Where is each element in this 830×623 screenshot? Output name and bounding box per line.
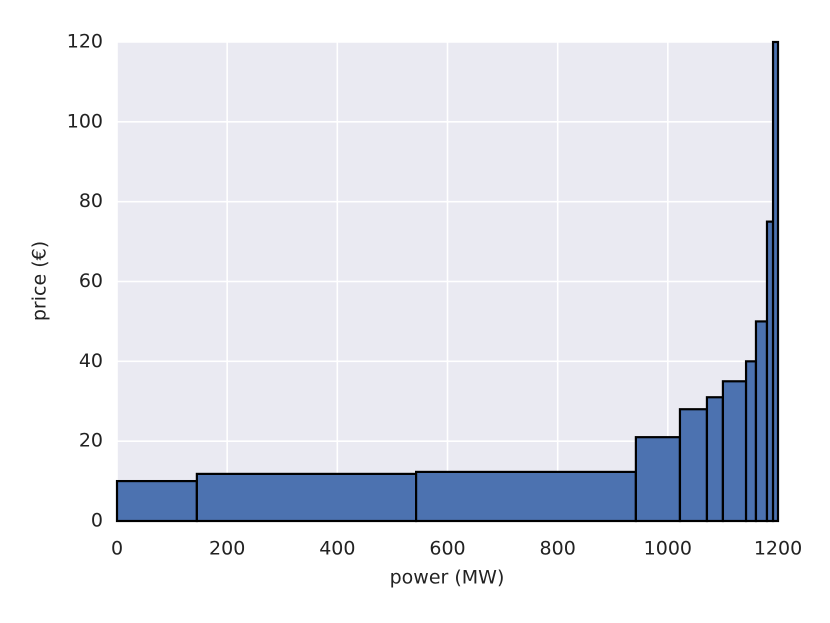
y-tick-label: 60 xyxy=(79,270,103,292)
bar xyxy=(721,380,748,523)
x-tick-label: 200 xyxy=(209,538,245,560)
x-tick-label: 1200 xyxy=(754,538,802,560)
x-tick-label: 0 xyxy=(111,538,123,560)
y-tick-label: 40 xyxy=(79,350,103,372)
bar xyxy=(744,360,758,523)
bar xyxy=(415,470,637,523)
x-tick-label: 400 xyxy=(319,538,355,560)
x-axis-label: power (MW) xyxy=(390,567,505,589)
y-axis-label: price (€) xyxy=(29,241,51,321)
bar xyxy=(634,436,682,523)
bar xyxy=(115,479,198,523)
y-tick-label: 100 xyxy=(67,110,103,132)
x-tick-label: 800 xyxy=(540,538,576,560)
bar xyxy=(705,396,725,523)
y-tick-label: 120 xyxy=(67,31,103,53)
x-tick-label: 600 xyxy=(429,538,465,560)
x-tick-label: 1000 xyxy=(644,538,692,560)
y-tick-label: 0 xyxy=(91,510,103,532)
y-tick-label: 20 xyxy=(79,430,103,452)
bar xyxy=(195,472,418,523)
bar xyxy=(771,40,780,523)
bar xyxy=(678,408,709,523)
bar xyxy=(754,320,769,523)
y-tick-label: 80 xyxy=(79,190,103,212)
